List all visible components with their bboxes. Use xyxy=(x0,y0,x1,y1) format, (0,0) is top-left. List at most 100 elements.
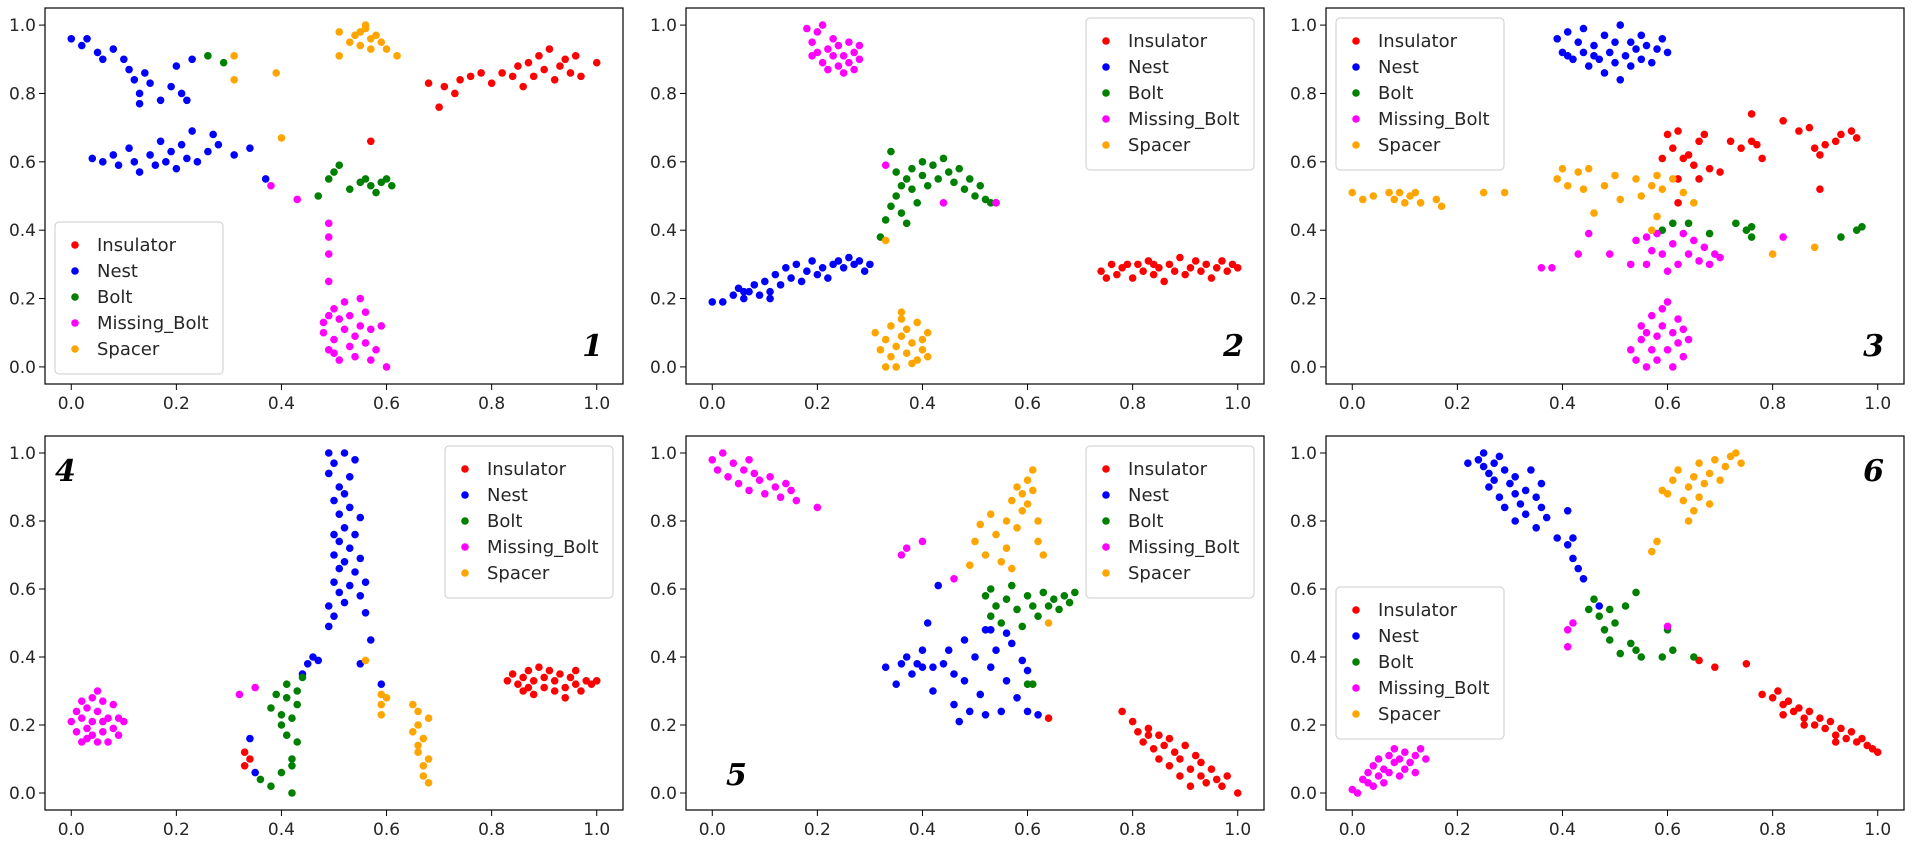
data-point xyxy=(230,151,238,159)
data-point xyxy=(99,697,107,705)
data-point xyxy=(556,670,564,678)
data-point xyxy=(508,72,517,81)
x-tick-label: 0.4 xyxy=(268,820,295,840)
data-point xyxy=(1795,127,1803,135)
data-point xyxy=(1569,619,1577,627)
legend-label: Insulator xyxy=(1378,31,1458,52)
data-point xyxy=(1401,748,1409,756)
data-point xyxy=(414,707,422,716)
data-point xyxy=(1579,575,1588,583)
data-point xyxy=(1411,751,1420,760)
x-tick-label: 1.0 xyxy=(1224,820,1251,840)
data-point xyxy=(1647,547,1656,556)
data-point xyxy=(1223,267,1232,276)
y-tick-label: 0.4 xyxy=(9,221,36,241)
data-point xyxy=(892,342,900,351)
data-point xyxy=(1674,339,1682,347)
data-point xyxy=(1768,250,1777,258)
data-point xyxy=(1029,602,1037,610)
data-point xyxy=(1716,168,1724,176)
data-point xyxy=(1684,483,1693,491)
data-point xyxy=(771,483,780,491)
data-point xyxy=(824,274,832,282)
axes-frame xyxy=(685,7,1265,385)
data-point xyxy=(923,352,932,361)
data-point xyxy=(293,738,302,746)
data-point xyxy=(750,281,759,289)
data-point xyxy=(818,21,827,29)
data-point xyxy=(282,694,291,702)
data-point xyxy=(566,69,575,77)
data-point xyxy=(340,558,349,566)
series-spacer xyxy=(965,466,1053,627)
data-point xyxy=(718,449,727,457)
data-point xyxy=(876,346,885,354)
legend-marker xyxy=(1102,37,1110,45)
data-point xyxy=(986,585,995,593)
data-point xyxy=(324,219,333,228)
data-point xyxy=(997,707,1006,716)
data-point xyxy=(960,185,969,193)
data-point xyxy=(1611,171,1619,180)
data-point xyxy=(419,762,428,770)
data-point xyxy=(908,670,916,678)
data-point xyxy=(845,253,853,262)
data-point xyxy=(976,181,985,190)
data-point xyxy=(1479,462,1488,471)
data-point xyxy=(424,714,433,722)
data-point xyxy=(424,755,433,763)
data-point xyxy=(361,656,370,665)
data-point xyxy=(1563,643,1572,651)
y-tick-label: 0.8 xyxy=(1290,512,1317,532)
data-point xyxy=(1747,110,1756,118)
data-point xyxy=(240,748,249,756)
data-point xyxy=(366,325,375,334)
data-point xyxy=(1632,646,1640,654)
data-point xyxy=(1674,127,1682,135)
data-point xyxy=(1684,517,1693,525)
y-tick-label: 0.0 xyxy=(9,784,36,804)
data-point xyxy=(545,45,554,53)
data-point xyxy=(1690,161,1698,170)
data-point xyxy=(1007,581,1016,590)
data-point xyxy=(1747,233,1756,241)
data-point xyxy=(335,588,344,597)
y-tick-label: 0.0 xyxy=(1290,784,1317,804)
data-point xyxy=(918,537,927,546)
panel-number-label: 2 xyxy=(1222,329,1244,364)
data-point xyxy=(892,680,900,688)
legend-label: Bolt xyxy=(1128,83,1163,104)
data-point xyxy=(99,717,107,726)
data-point xyxy=(1611,619,1619,627)
data-point xyxy=(361,609,370,617)
data-point xyxy=(324,311,333,320)
data-point xyxy=(1385,188,1393,197)
data-point xyxy=(1139,738,1147,746)
data-point xyxy=(109,151,118,159)
data-point xyxy=(466,72,475,81)
data-point xyxy=(303,660,312,668)
data-point xyxy=(734,479,743,488)
data-point xyxy=(519,673,527,682)
data-point xyxy=(1669,175,1677,183)
data-point xyxy=(335,564,344,573)
data-point xyxy=(1002,629,1011,637)
data-point xyxy=(1500,466,1509,474)
legend-label: Spacer xyxy=(1378,135,1441,156)
data-point xyxy=(1437,202,1446,211)
data-point xyxy=(514,62,522,70)
data-point xyxy=(1821,140,1829,149)
data-point xyxy=(955,164,964,173)
data-point xyxy=(776,493,785,502)
data-point xyxy=(1626,260,1635,269)
series-missing-bolt xyxy=(1348,619,1672,797)
data-point xyxy=(345,581,354,590)
data-point xyxy=(1679,352,1688,361)
data-point xyxy=(204,52,212,60)
y-tick-label: 0.8 xyxy=(650,512,677,532)
data-point xyxy=(1395,772,1404,780)
data-point xyxy=(1605,48,1614,57)
data-point xyxy=(1684,250,1693,258)
data-point xyxy=(135,99,144,108)
data-point xyxy=(146,79,154,87)
